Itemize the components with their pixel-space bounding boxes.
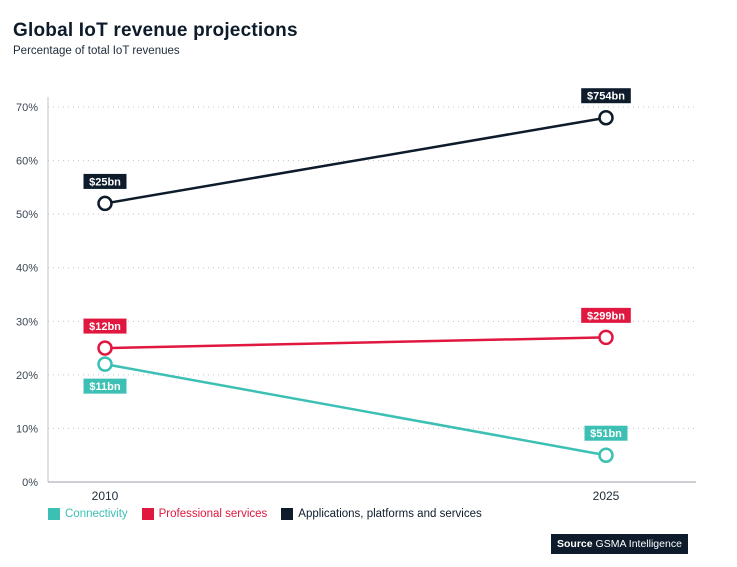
data-label-connectivity: $11bn <box>89 381 120 393</box>
data-point-professional-services <box>598 329 614 346</box>
data-label-box-connectivity <box>584 425 628 441</box>
legend-item-applications: Applications, platforms and services <box>281 508 482 520</box>
data-label-box-applications-platforms-and-services <box>581 88 631 104</box>
chart-legend: Connectivity Professional services Appli… <box>48 508 496 520</box>
data-label-box-connectivity <box>83 378 127 394</box>
y-tick-label: 60% <box>16 156 38 168</box>
data-point-applications-platforms-and-services <box>97 195 113 212</box>
chart-title: Global IoT revenue projections <box>13 20 298 41</box>
series-line-professional-services <box>104 336 607 350</box>
legend-label-connectivity: Connectivity <box>65 508 128 520</box>
data-label-connectivity: $51bn <box>590 428 622 440</box>
x-tick-label: 2010 <box>92 489 119 503</box>
data-label-professional-services: $299bn <box>587 310 625 322</box>
y-tick-label: 10% <box>16 423 38 435</box>
x-tick-label: 2025 <box>593 489 620 503</box>
data-label-applications-platforms-and-services: $754bn <box>587 91 625 103</box>
data-label-applications-platforms-and-services: $25bn <box>89 176 121 188</box>
data-label-box-professional-services <box>83 318 127 334</box>
legend-swatch-connectivity <box>48 508 60 520</box>
legend-swatch-applications <box>281 508 294 520</box>
source-label: Source <box>557 538 593 550</box>
data-point-connectivity <box>97 356 113 372</box>
data-point-connectivity <box>598 447 614 463</box>
series-line-connectivity <box>104 362 607 457</box>
series-line-applications-platforms-and-services <box>104 116 607 205</box>
data-label-professional-services: $12bn <box>89 321 121 333</box>
legend-item-professional-services: Professional services <box>141 508 268 520</box>
source-badge: Source GSMA Intelligence <box>551 534 688 554</box>
y-tick-label: 40% <box>16 263 38 275</box>
data-label-box-professional-services <box>581 307 631 323</box>
data-label-box-applications-platforms-and-services <box>83 173 127 189</box>
y-tick-label: 30% <box>16 316 38 328</box>
source-text: GSMA Intelligence <box>595 538 682 550</box>
y-tick-label: 0% <box>22 477 38 489</box>
chart-subtitle: Percentage of total IoT revenues <box>13 45 180 57</box>
y-tick-label: 50% <box>16 209 38 221</box>
legend-label-professional-services: Professional services <box>158 508 268 520</box>
legend-swatch-professional-services <box>141 508 154 520</box>
y-tick-label: 70% <box>16 102 38 114</box>
data-point-applications-platforms-and-services <box>598 109 614 126</box>
legend-label-applications: Applications, platforms and services <box>298 508 482 520</box>
data-point-professional-services <box>97 340 113 356</box>
legend-item-connectivity: Connectivity <box>48 508 128 520</box>
y-tick-label: 20% <box>16 370 38 382</box>
